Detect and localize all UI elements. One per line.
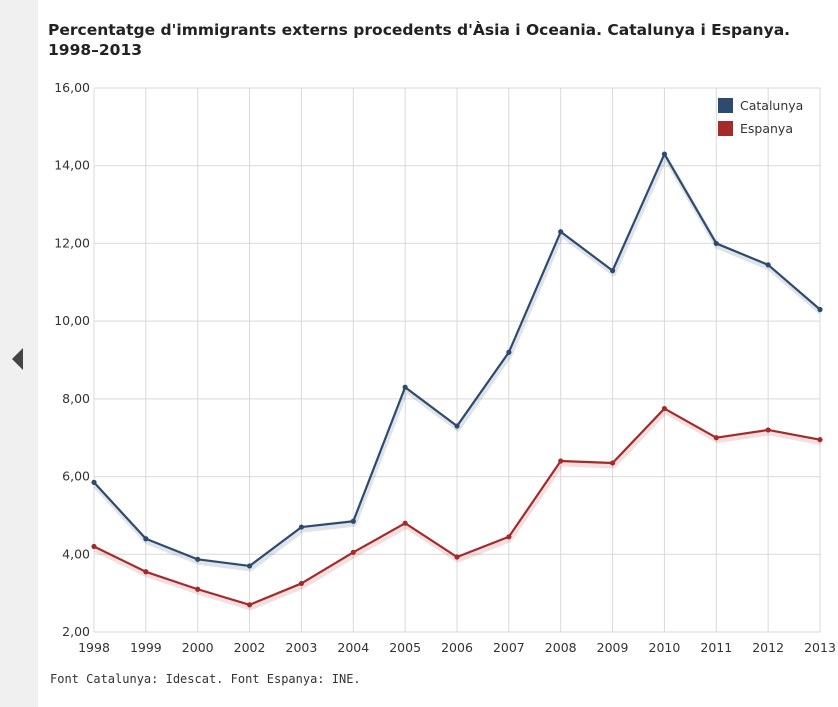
data-point-espanya xyxy=(402,520,408,526)
data-point-espanya xyxy=(661,405,668,412)
series-shadow-catalunya xyxy=(93,154,823,572)
y-tick-label: 8,00 xyxy=(62,391,90,406)
data-point-catalunya xyxy=(246,563,253,569)
previous-chart-button[interactable] xyxy=(12,346,26,374)
x-tick-label: 2003 xyxy=(286,640,318,655)
x-tick-label: 2006 xyxy=(441,640,473,655)
chevron-left-icon xyxy=(12,348,23,370)
x-tick-label: 2000 xyxy=(182,640,214,655)
data-point-catalunya xyxy=(298,524,305,530)
data-point-espanya xyxy=(350,549,356,555)
data-point-espanya xyxy=(713,435,719,441)
data-point-espanya xyxy=(91,543,97,550)
legend-label-espanya: Espanya xyxy=(740,121,793,136)
data-point-catalunya xyxy=(609,268,616,274)
y-tick-label: 6,00 xyxy=(62,469,90,484)
x-tick-label: 2002 xyxy=(234,640,266,655)
x-tick-label: 2007 xyxy=(493,640,525,655)
x-tick-label: 2010 xyxy=(649,640,681,655)
data-point-espanya xyxy=(506,534,512,540)
x-tick-label: 1998 xyxy=(78,640,110,655)
data-point-espanya xyxy=(609,460,616,466)
chart-title: Percentatge d'immigrants externs procede… xyxy=(48,21,791,59)
x-tick-label: 2005 xyxy=(389,640,421,655)
series-shadow-espanya xyxy=(93,409,822,611)
source-note: Font Catalunya: Idescat. Font Espanya: I… xyxy=(50,672,361,686)
data-point-espanya xyxy=(246,602,253,608)
data-point-catalunya xyxy=(661,151,668,157)
x-tick-label: 2011 xyxy=(700,640,732,655)
data-point-catalunya xyxy=(143,536,149,542)
data-point-espanya xyxy=(817,437,823,443)
data-point-catalunya xyxy=(195,556,201,562)
y-tick-label: 2,00 xyxy=(62,624,90,639)
legend-swatch-espanya xyxy=(718,121,733,136)
data-point-catalunya xyxy=(713,240,719,247)
x-tick-label: 2013 xyxy=(804,640,836,655)
data-point-espanya xyxy=(298,580,305,587)
data-point-espanya xyxy=(143,569,149,575)
x-tick-label: 2009 xyxy=(597,640,629,655)
data-point-catalunya xyxy=(454,423,460,429)
data-point-espanya xyxy=(558,458,564,464)
y-tick-label: 14,00 xyxy=(54,158,90,173)
x-tick-label: 1999 xyxy=(130,640,162,655)
x-tick-label: 2012 xyxy=(752,640,784,655)
data-point-catalunya xyxy=(558,229,564,235)
y-tick-label: 10,00 xyxy=(54,313,90,328)
data-point-catalunya xyxy=(765,262,771,268)
x-tick-label: 2004 xyxy=(337,640,369,655)
data-point-catalunya xyxy=(350,518,356,524)
data-point-espanya xyxy=(765,427,771,433)
x-tick-label: 2008 xyxy=(545,640,577,655)
data-point-espanya xyxy=(454,554,460,560)
data-point-catalunya xyxy=(91,479,97,485)
data-point-espanya xyxy=(195,586,201,592)
y-tick-label: 16,00 xyxy=(54,80,90,95)
legend-swatch-catalunya xyxy=(718,98,733,113)
data-point-catalunya xyxy=(402,384,408,390)
data-point-catalunya xyxy=(506,349,512,355)
data-point-catalunya xyxy=(817,306,823,313)
y-tick-label: 12,00 xyxy=(54,235,90,250)
y-tick-label: 4,00 xyxy=(62,546,90,561)
legend-label-catalunya: Catalunya xyxy=(740,98,803,113)
